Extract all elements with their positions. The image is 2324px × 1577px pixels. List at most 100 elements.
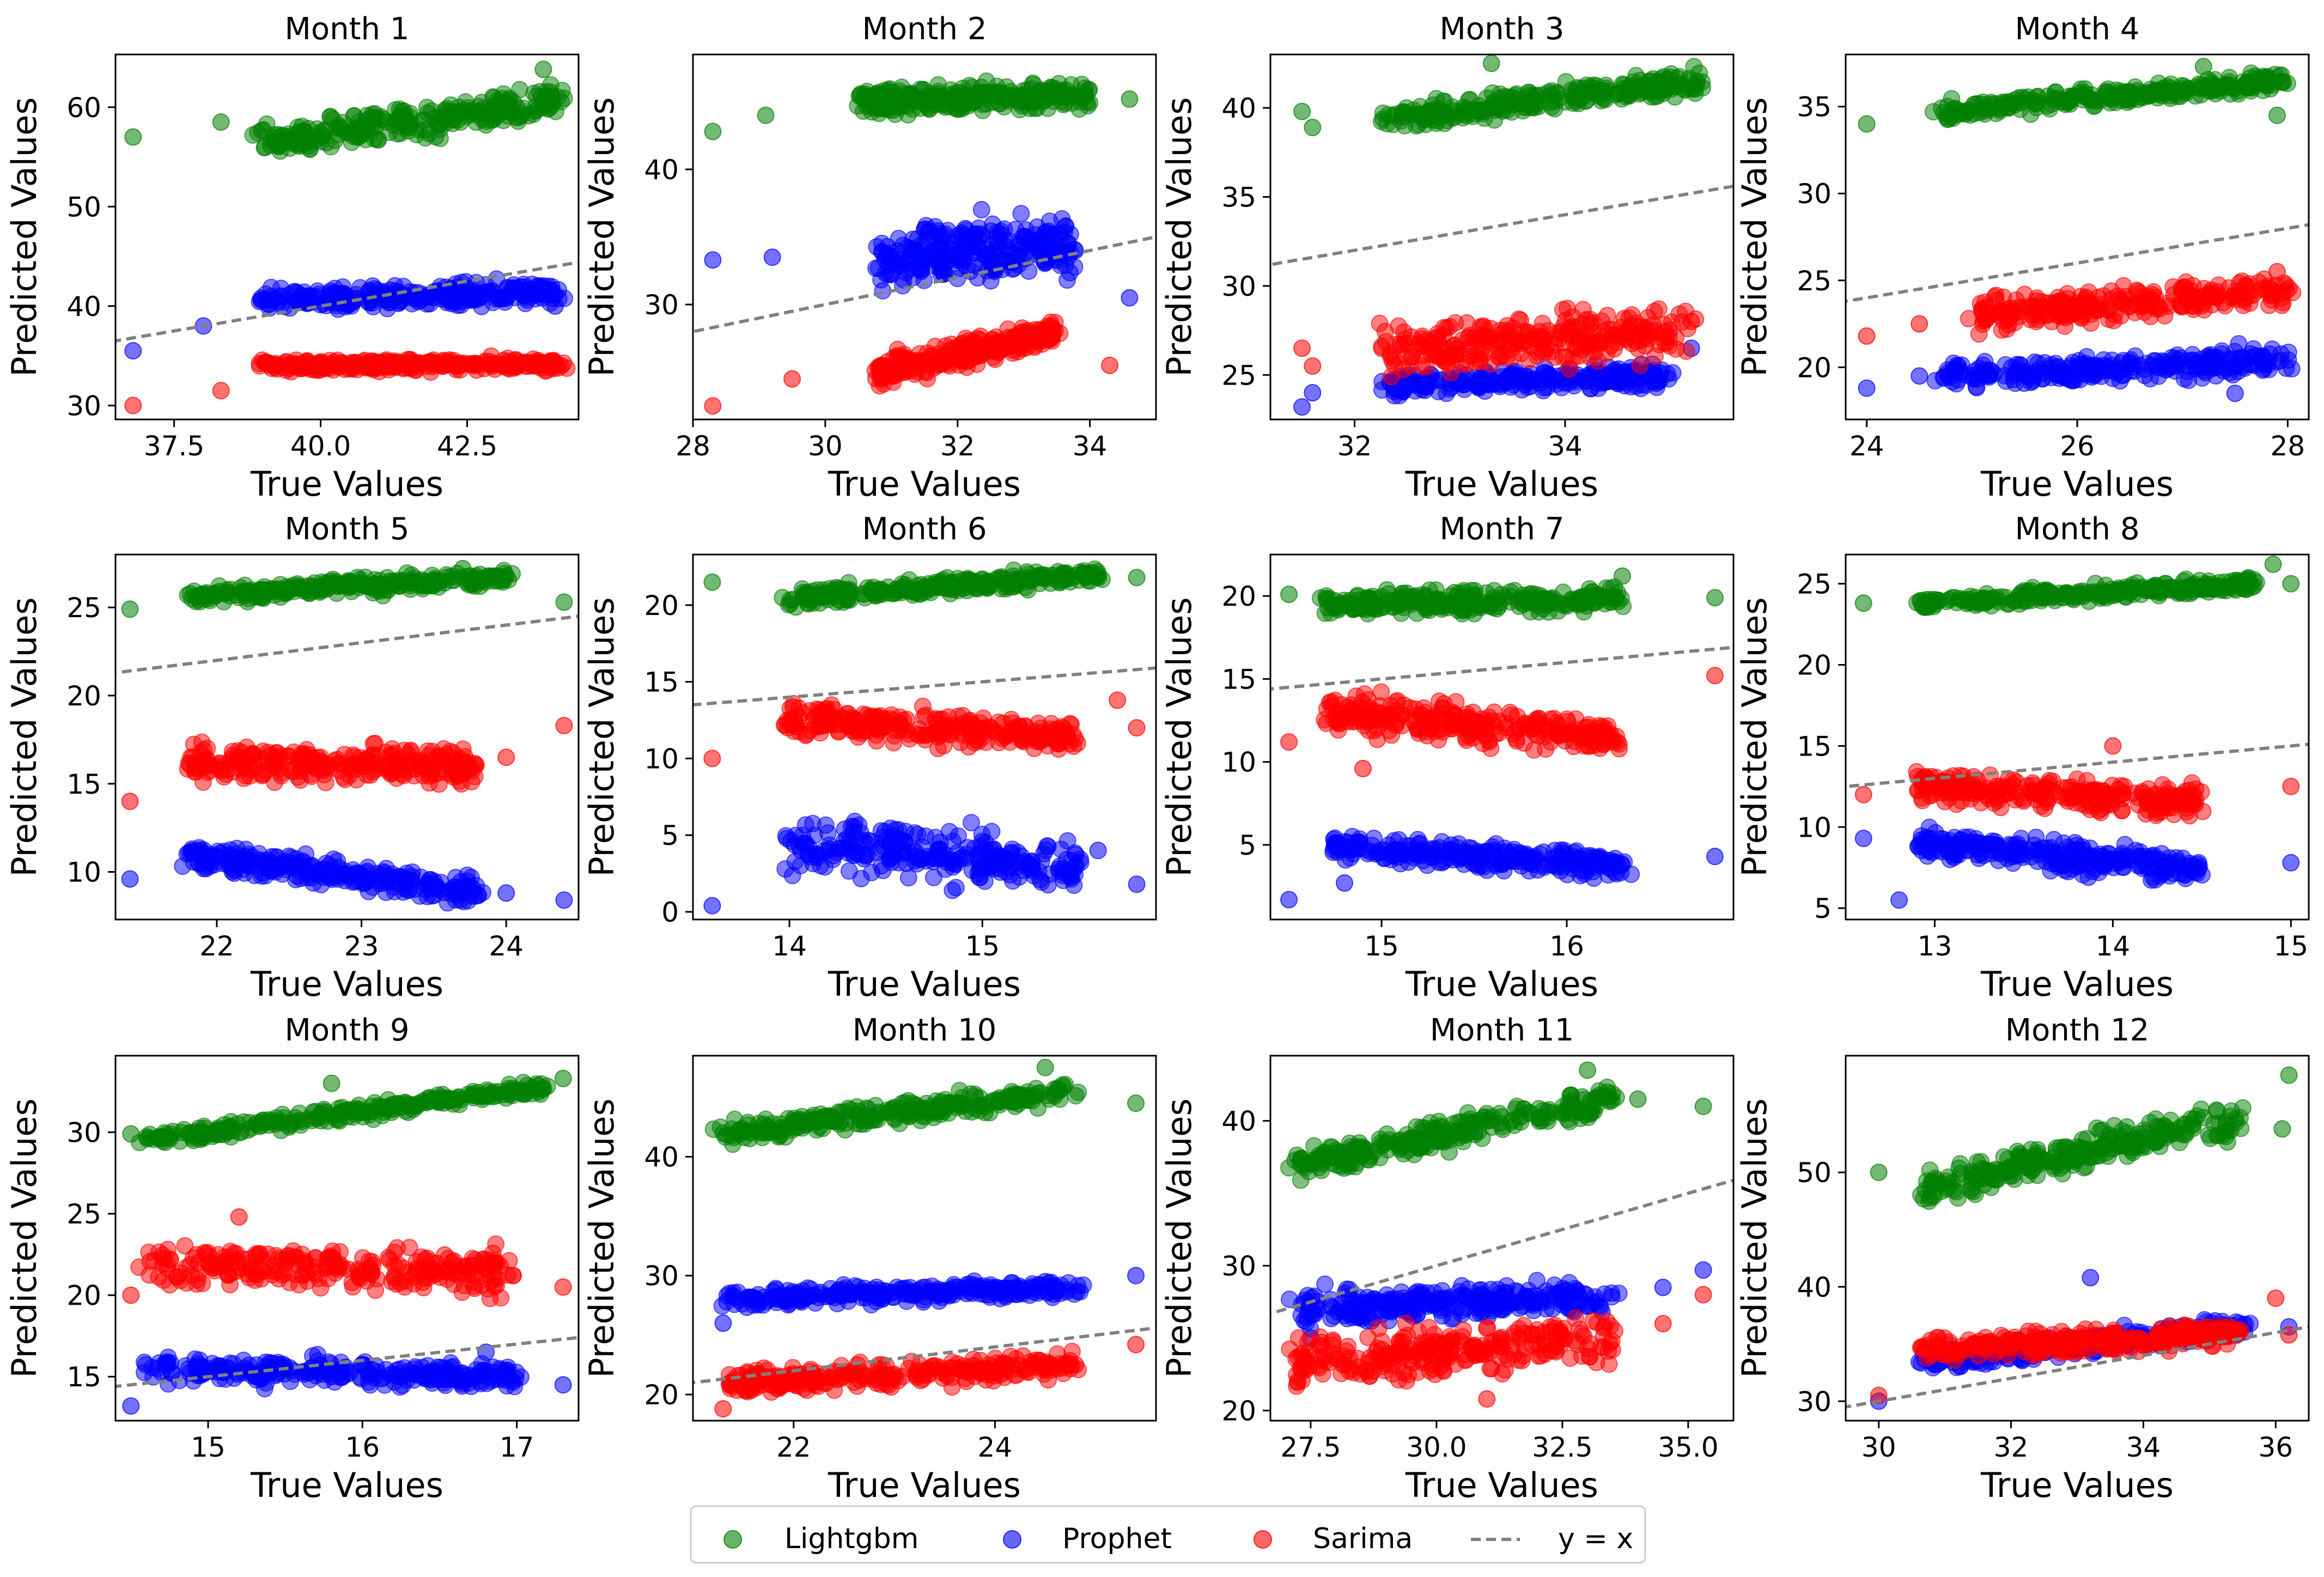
data-point bbox=[321, 869, 339, 887]
data-point bbox=[282, 762, 300, 780]
data-point bbox=[820, 841, 837, 859]
data-point bbox=[2115, 295, 2133, 313]
data-point bbox=[881, 83, 899, 101]
data-point bbox=[1053, 238, 1070, 256]
data-point bbox=[340, 360, 358, 377]
panel-title: Month 6 bbox=[862, 512, 987, 547]
series-sarima bbox=[124, 347, 576, 415]
data-point bbox=[1631, 356, 1649, 374]
panel-title: Month 1 bbox=[285, 11, 410, 47]
y-tick-label: 30 bbox=[1221, 271, 1256, 302]
y-tick-label: 20 bbox=[644, 590, 679, 622]
data-point bbox=[1012, 205, 1030, 223]
data-point bbox=[2087, 92, 2105, 110]
data-point bbox=[351, 125, 369, 143]
y-tick-label: 10 bbox=[66, 857, 101, 888]
data-point bbox=[1581, 310, 1599, 328]
series-sarima bbox=[703, 691, 1146, 768]
data-point bbox=[1050, 734, 1068, 752]
plot-frame bbox=[114, 53, 580, 421]
data-point bbox=[1994, 288, 2012, 306]
data-point bbox=[1454, 376, 1472, 394]
data-point bbox=[841, 591, 859, 609]
data-point bbox=[2273, 296, 2291, 314]
data-point bbox=[261, 357, 279, 374]
y-axis-label: Predicted Values bbox=[4, 97, 44, 376]
data-point bbox=[804, 814, 822, 832]
data-point bbox=[703, 750, 721, 768]
data-point bbox=[1032, 81, 1050, 99]
data-point bbox=[2194, 58, 2212, 76]
data-point bbox=[2006, 314, 2023, 332]
data-point bbox=[546, 297, 564, 315]
data-point bbox=[302, 361, 320, 379]
data-point bbox=[1067, 567, 1085, 584]
data-point bbox=[1980, 368, 1998, 386]
data-point bbox=[1101, 356, 1118, 374]
data-point bbox=[2012, 94, 2030, 112]
plot-frame bbox=[692, 53, 1157, 421]
data-point bbox=[2193, 297, 2211, 315]
data-point bbox=[124, 128, 142, 146]
data-point bbox=[1067, 846, 1085, 864]
data-point bbox=[407, 361, 425, 379]
data-point bbox=[2118, 86, 2136, 104]
data-point bbox=[703, 573, 721, 591]
data-point bbox=[464, 880, 482, 898]
data-point bbox=[2099, 80, 2117, 98]
data-point bbox=[534, 60, 552, 78]
data-point bbox=[1682, 313, 1700, 331]
data-point bbox=[936, 225, 954, 243]
data-point bbox=[1615, 309, 1633, 327]
data-point bbox=[963, 814, 980, 832]
data-point bbox=[500, 286, 518, 304]
data-point bbox=[467, 106, 485, 124]
x-axis-label: True Values bbox=[1405, 464, 1598, 504]
data-point bbox=[1004, 872, 1022, 890]
data-point bbox=[2175, 278, 2193, 296]
data-point bbox=[1578, 76, 1596, 94]
y-tick-label: 15 bbox=[644, 667, 679, 698]
scatter-points bbox=[703, 560, 1146, 915]
data-point bbox=[533, 289, 551, 307]
data-point bbox=[957, 235, 975, 253]
data-point bbox=[916, 579, 934, 596]
data-point bbox=[1485, 96, 1502, 114]
series-prophet bbox=[121, 839, 573, 912]
data-point bbox=[1304, 357, 1322, 375]
data-point bbox=[1650, 300, 1668, 318]
data-point bbox=[798, 590, 816, 608]
data-point bbox=[404, 863, 422, 881]
data-point bbox=[974, 227, 991, 245]
series-prophet bbox=[703, 812, 1146, 915]
data-point bbox=[483, 282, 501, 300]
data-point bbox=[1128, 875, 1146, 893]
series-sarima bbox=[1293, 300, 1705, 386]
y-axis-label: Predicted Values bbox=[1159, 97, 1199, 376]
data-point bbox=[2143, 285, 2161, 303]
series-lightgbm bbox=[1293, 54, 1712, 136]
data-point bbox=[1956, 105, 1974, 123]
data-point bbox=[321, 108, 339, 126]
data-point bbox=[866, 586, 884, 604]
data-point bbox=[2203, 285, 2220, 303]
data-point bbox=[409, 752, 427, 770]
x-tick-label: 14 bbox=[772, 930, 807, 962]
data-point bbox=[1660, 370, 1678, 388]
x-axis-label: True Values bbox=[1980, 464, 2174, 504]
data-point bbox=[794, 835, 812, 853]
data-point bbox=[1417, 358, 1435, 376]
data-point bbox=[947, 879, 965, 897]
data-point bbox=[195, 751, 213, 769]
data-point bbox=[923, 243, 941, 261]
x-tick-label: 24 bbox=[1850, 430, 1884, 462]
data-point bbox=[895, 832, 913, 850]
y-tick-label: 30 bbox=[1797, 178, 1832, 210]
data-point bbox=[1382, 368, 1400, 386]
data-point bbox=[1121, 289, 1139, 307]
data-point bbox=[1293, 398, 1311, 416]
panel-title: Month 2 bbox=[862, 11, 987, 47]
series-prophet bbox=[704, 200, 1139, 307]
